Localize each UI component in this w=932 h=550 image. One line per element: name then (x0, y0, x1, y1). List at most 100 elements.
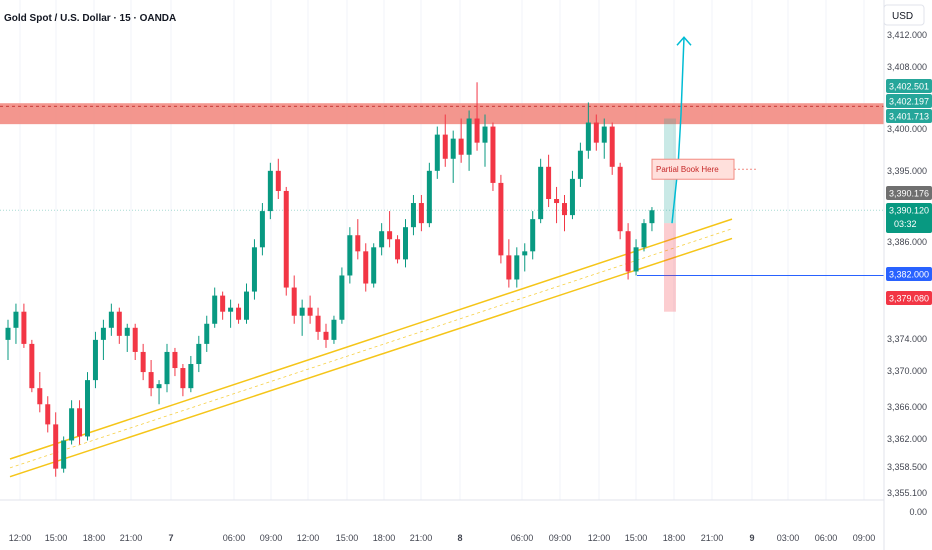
price-tick-label: 3,412.000 (887, 30, 927, 40)
candle-body (371, 247, 377, 284)
candle-body (228, 307, 234, 312)
candle-body (116, 311, 122, 336)
time-tick-label: 21:00 (120, 533, 143, 543)
candle-body (538, 166, 544, 220)
candle-body (29, 343, 35, 389)
candle-body (450, 138, 456, 159)
candle-body (196, 343, 202, 365)
time-axis[interactable]: 12:00 15:00 18:00 21:00 7 06:00 09:00 12:00 15:0… (0, 499, 884, 543)
time-tick-label: 15:00 (336, 533, 359, 543)
candle-body (172, 351, 178, 369)
candle-body (21, 311, 27, 344)
candle-body (617, 166, 623, 232)
candle-body (641, 223, 647, 248)
candle-body (514, 255, 520, 280)
trendline-mid (9, 228, 733, 469)
time-tick-label: 8 (457, 533, 462, 543)
time-tick-label: 06:00 (223, 533, 246, 543)
price-tag-6 (886, 291, 932, 305)
countdown-label: 03:32 (894, 219, 917, 229)
candle-body (649, 210, 655, 224)
price-tag-label: 3,379.080 (889, 294, 929, 304)
time-tick-label: 21:00 (701, 533, 724, 543)
trendline-upper (9, 218, 733, 460)
candle-body (355, 235, 361, 252)
candle-body (331, 319, 337, 340)
candle-body (307, 307, 313, 316)
candle-body (498, 182, 504, 256)
resistance-zone-band (0, 103, 884, 125)
candle-body (601, 126, 607, 143)
candle-body (387, 231, 393, 240)
price-tick-label: 3,366.000 (887, 402, 927, 412)
candle-body (100, 327, 106, 340)
currency-label: USD (892, 11, 913, 22)
candle-body (426, 170, 432, 224)
currency-button[interactable] (883, 4, 925, 26)
time-tick-label: 7 (168, 533, 173, 543)
trendline-channel (9, 218, 733, 478)
candle-body (148, 372, 154, 389)
price-tag-2 (886, 109, 932, 123)
candle-body (108, 311, 114, 328)
time-tick-label: 12:00 (297, 533, 320, 543)
price-tick-label: 3,358.500 (887, 462, 927, 472)
candle-body (259, 211, 265, 248)
time-tick-label: 15:00 (625, 533, 648, 543)
price-tick-label: 3,386.000 (887, 237, 927, 247)
time-tick-label: 18:00 (373, 533, 396, 543)
candle-body (434, 134, 440, 171)
candle-body (569, 178, 575, 216)
candle-body (53, 424, 59, 469)
time-tick-label: 09:00 (260, 533, 283, 543)
candle-body (466, 118, 472, 155)
candle-body (625, 231, 631, 272)
candle-body (299, 307, 305, 316)
candle-body (482, 126, 488, 143)
symbol-title[interactable]: Gold Spot / U.S. Dollar · 15 · OANDA (4, 13, 176, 24)
candle-body (418, 203, 424, 224)
price-tag-4 (886, 203, 932, 233)
candle-body (315, 315, 321, 332)
trendline-lower (9, 237, 733, 478)
time-tick-label: 18:00 (663, 533, 686, 543)
candle-body (220, 295, 226, 312)
candle-body (530, 219, 536, 252)
candle-body (410, 203, 416, 228)
candle-body (212, 295, 218, 324)
candle-body (554, 199, 560, 204)
resistance-zone (0, 103, 884, 125)
candle-body (585, 122, 591, 151)
candle-body (13, 311, 19, 328)
candle-body (85, 380, 90, 437)
candle-body (188, 364, 194, 389)
candle-body (474, 118, 480, 143)
candle-body (522, 251, 528, 256)
price-tag-label: 3,382.000 (889, 270, 929, 280)
candle-body (267, 170, 273, 212)
price-tags: 3,402.501 3,402.197 3,401.713 3,390.176 3,39… (886, 79, 932, 305)
price-tag-label: 3,390.176 (889, 189, 929, 199)
candle-body (339, 275, 345, 320)
price-axis[interactable]: 3,412.000 3,408.000 3,400.000 3,395.000 3,38… (883, 0, 927, 550)
candle-body (562, 203, 567, 216)
candle-body (61, 440, 67, 469)
candle-body (403, 227, 408, 260)
price-tick-label: 3,400.000 (887, 124, 927, 134)
price-tick-label: 3,370.000 (887, 366, 927, 376)
long-position-stop (664, 223, 676, 312)
candle-body (132, 327, 138, 352)
price-tag-label: 3,401.713 (889, 112, 929, 122)
partial-book-label: Partial Book Here (656, 165, 719, 174)
time-tick-label: 21:00 (410, 533, 433, 543)
candle-body (236, 307, 242, 320)
time-tick-label: 09:00 (549, 533, 572, 543)
price-tag-1 (886, 94, 932, 108)
price-tick-label: 3,362.000 (887, 434, 927, 444)
candle-body (69, 408, 75, 441)
candle-body (156, 384, 162, 389)
price-tick-label: 3,374.000 (887, 334, 927, 344)
candle-body (251, 247, 257, 292)
candle-body (204, 323, 210, 344)
